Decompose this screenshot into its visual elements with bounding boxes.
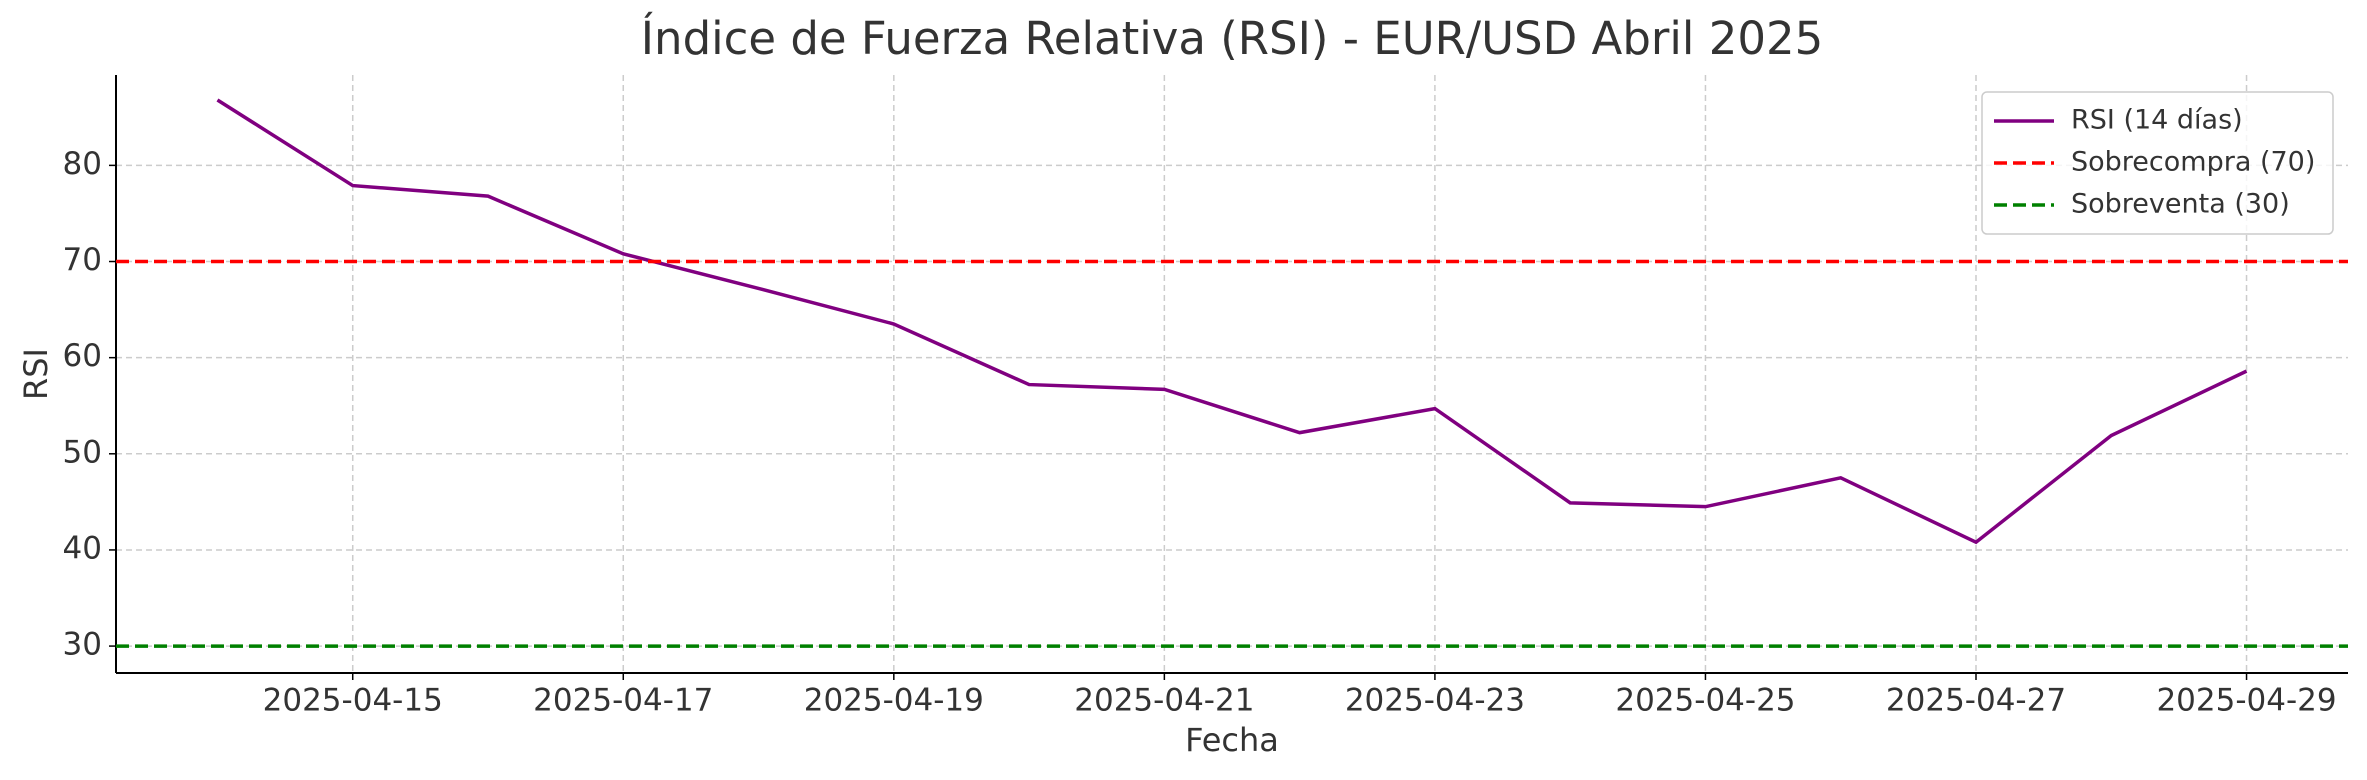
x-tick-label: 2025-04-23	[1345, 683, 1525, 719]
x-tick-label: 2025-04-25	[1615, 683, 1795, 719]
y-tick-label: 30	[63, 627, 102, 663]
legend-box	[1981, 91, 2334, 235]
y-tick-label: 40	[63, 530, 102, 566]
legend: RSI (14 días) Sobrecompra (70) Sobreventa …	[1981, 91, 2334, 235]
y-tick-label: 70	[63, 242, 102, 278]
y-tick-label: 50	[63, 434, 102, 470]
y-axis-label: RSI	[17, 348, 55, 400]
data-line	[216, 98, 2248, 545]
x-axis-label: Fecha	[1185, 721, 1279, 759]
y-tick-label: 60	[63, 338, 102, 374]
legend-label: Sobrecompra (70)	[2071, 147, 2315, 178]
x-tick-label: 2025-04-17	[533, 683, 713, 719]
legend-label: RSI (14 días)	[2071, 105, 2243, 136]
x-tick-label: 2025-04-15	[263, 683, 443, 719]
x-tick-label: 2025-04-29	[2156, 683, 2336, 719]
x-tick-label: 2025-04-19	[804, 683, 984, 719]
y-tick-label: 80	[63, 146, 102, 182]
chart-title: Índice de Fuerza Relativa (RSI) - EUR/US…	[641, 12, 1823, 65]
legend-label: Sobreventa (30)	[2071, 189, 2290, 220]
x-tick-label: 2025-04-21	[1074, 683, 1254, 719]
x-tick-label: 2025-04-27	[1886, 683, 2066, 719]
